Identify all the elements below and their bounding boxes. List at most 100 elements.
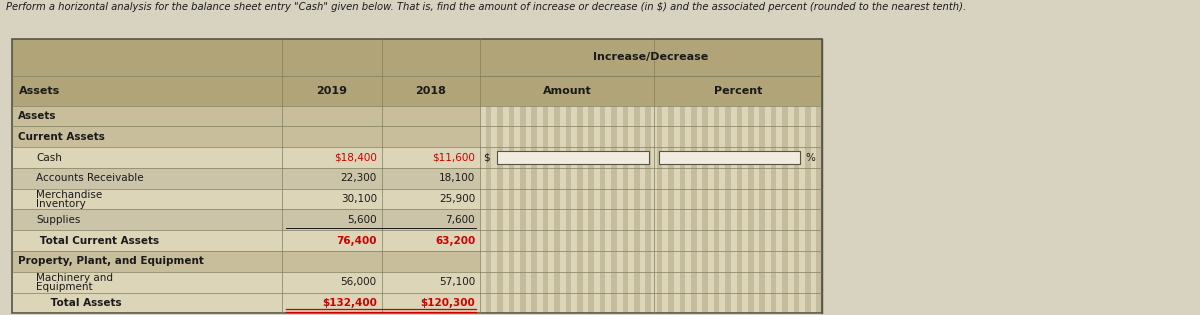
- Bar: [497, 39, 503, 313]
- Bar: [708, 39, 714, 313]
- Bar: [696, 39, 702, 313]
- Bar: [720, 39, 725, 313]
- Bar: [634, 39, 640, 313]
- Text: Machinery and: Machinery and: [36, 273, 113, 283]
- Text: 22,300: 22,300: [341, 173, 377, 183]
- Bar: [594, 39, 600, 313]
- Bar: [577, 39, 583, 313]
- Text: Assets: Assets: [18, 111, 56, 121]
- Bar: [12, 251, 480, 272]
- Bar: [617, 39, 623, 313]
- Text: Accounts Receivable: Accounts Receivable: [36, 173, 144, 183]
- Text: 18,100: 18,100: [439, 173, 475, 183]
- Bar: [659, 151, 800, 164]
- Text: $18,400: $18,400: [334, 152, 377, 163]
- Bar: [538, 39, 542, 313]
- Text: Cash: Cash: [36, 152, 62, 163]
- Bar: [12, 39, 822, 313]
- Text: Percent: Percent: [714, 86, 762, 95]
- Text: Perform a horizontal analysis for the balance sheet entry "Cash" given below. Th: Perform a horizontal analysis for the ba…: [6, 2, 966, 12]
- Bar: [486, 39, 492, 313]
- Bar: [600, 39, 606, 313]
- Bar: [760, 39, 766, 313]
- Bar: [725, 39, 731, 313]
- Bar: [702, 39, 708, 313]
- Text: 56,000: 56,000: [341, 277, 377, 287]
- Text: %: %: [805, 152, 815, 163]
- Bar: [691, 39, 696, 313]
- Text: 25,900: 25,900: [439, 194, 475, 204]
- Text: $: $: [484, 152, 491, 163]
- Bar: [583, 39, 588, 313]
- Bar: [714, 39, 720, 313]
- Bar: [737, 39, 742, 313]
- Bar: [532, 39, 538, 313]
- Bar: [679, 39, 685, 313]
- Bar: [646, 39, 650, 313]
- Text: Total Current Assets: Total Current Assets: [18, 236, 160, 246]
- Bar: [548, 39, 554, 313]
- Bar: [542, 39, 548, 313]
- Bar: [788, 39, 793, 313]
- Bar: [770, 39, 776, 313]
- Bar: [515, 39, 520, 313]
- Bar: [662, 39, 668, 313]
- Text: 7,600: 7,600: [445, 215, 475, 225]
- Text: 5,600: 5,600: [347, 215, 377, 225]
- Bar: [588, 39, 594, 313]
- Text: 2018: 2018: [415, 86, 446, 95]
- Bar: [611, 39, 617, 313]
- Text: Merchandise: Merchandise: [36, 190, 102, 199]
- Text: Equipment: Equipment: [36, 282, 92, 292]
- Bar: [509, 39, 515, 313]
- Bar: [12, 209, 480, 230]
- Text: $120,300: $120,300: [420, 298, 475, 308]
- Bar: [12, 126, 480, 147]
- Bar: [799, 39, 805, 313]
- Bar: [12, 230, 480, 251]
- Bar: [816, 39, 822, 313]
- Bar: [668, 39, 674, 313]
- Bar: [674, 39, 679, 313]
- Text: 57,100: 57,100: [439, 277, 475, 287]
- Bar: [565, 39, 571, 313]
- Bar: [12, 272, 480, 293]
- Bar: [12, 147, 480, 168]
- Bar: [731, 39, 737, 313]
- Bar: [480, 39, 822, 76]
- Bar: [805, 39, 811, 313]
- Bar: [606, 39, 611, 313]
- Bar: [754, 39, 760, 313]
- Bar: [793, 39, 799, 313]
- Bar: [492, 39, 497, 313]
- Bar: [560, 39, 565, 313]
- Bar: [685, 39, 691, 313]
- Bar: [12, 189, 480, 209]
- Bar: [811, 39, 816, 313]
- Bar: [650, 39, 656, 313]
- Bar: [623, 39, 629, 313]
- Bar: [520, 39, 526, 313]
- Bar: [12, 76, 822, 106]
- Bar: [503, 39, 509, 313]
- Bar: [526, 39, 532, 313]
- Bar: [12, 293, 480, 313]
- Text: Increase/Decrease: Increase/Decrease: [593, 53, 709, 62]
- Text: $11,600: $11,600: [432, 152, 475, 163]
- Bar: [12, 168, 480, 189]
- Bar: [480, 39, 486, 313]
- Bar: [571, 39, 577, 313]
- Text: Property, Plant, and Equipment: Property, Plant, and Equipment: [18, 256, 204, 266]
- Bar: [12, 39, 480, 76]
- Bar: [776, 39, 782, 313]
- Bar: [656, 39, 662, 313]
- Bar: [497, 151, 649, 164]
- Bar: [742, 39, 748, 313]
- Bar: [748, 39, 754, 313]
- Text: 63,200: 63,200: [434, 236, 475, 246]
- Bar: [766, 39, 770, 313]
- Bar: [640, 39, 646, 313]
- Text: Supplies: Supplies: [36, 215, 80, 225]
- Bar: [554, 39, 559, 313]
- Text: $132,400: $132,400: [322, 298, 377, 308]
